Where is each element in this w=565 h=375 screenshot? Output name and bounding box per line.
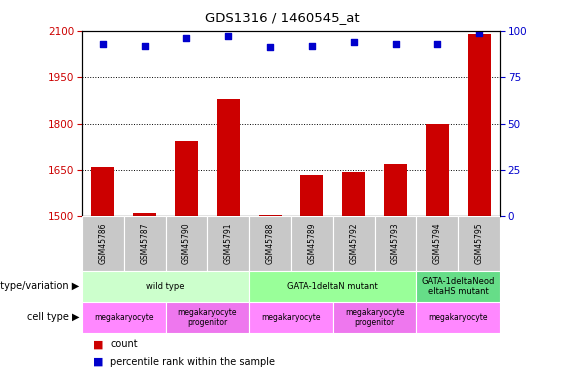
- Text: ■: ■: [93, 357, 104, 367]
- Text: ■: ■: [93, 339, 104, 349]
- Bar: [133, 213, 156, 216]
- Bar: [458, 216, 500, 271]
- Bar: [207, 216, 249, 271]
- Bar: [333, 302, 416, 333]
- Point: [182, 35, 191, 41]
- Bar: [416, 302, 500, 333]
- Text: count: count: [110, 339, 138, 349]
- Text: GSM45789: GSM45789: [307, 223, 316, 264]
- Bar: [416, 271, 500, 302]
- Text: GSM45792: GSM45792: [349, 223, 358, 264]
- Bar: [92, 167, 114, 216]
- Text: genotype/variation ▶: genotype/variation ▶: [0, 281, 79, 291]
- Text: GSM45793: GSM45793: [391, 223, 400, 264]
- Bar: [82, 302, 166, 333]
- Bar: [333, 216, 375, 271]
- Point: [224, 33, 233, 39]
- Text: GSM45795: GSM45795: [475, 223, 484, 264]
- Text: GSM45794: GSM45794: [433, 223, 442, 264]
- Bar: [342, 171, 365, 216]
- Text: GDS1316 / 1460545_at: GDS1316 / 1460545_at: [205, 11, 360, 24]
- Text: megakaryocyte: megakaryocyte: [261, 313, 321, 322]
- Bar: [301, 175, 323, 216]
- Point: [349, 39, 358, 45]
- Text: megakaryocyte: megakaryocyte: [428, 313, 488, 322]
- Bar: [124, 216, 166, 271]
- Bar: [166, 302, 249, 333]
- Bar: [249, 271, 416, 302]
- Text: megakaryocyte
progenitor: megakaryocyte progenitor: [177, 308, 237, 327]
- Bar: [468, 34, 490, 216]
- Point: [140, 43, 149, 49]
- Bar: [416, 216, 458, 271]
- Text: GSM45786: GSM45786: [98, 223, 107, 264]
- Text: GSM45787: GSM45787: [140, 223, 149, 264]
- Point: [475, 30, 484, 36]
- Point: [307, 43, 316, 49]
- Bar: [82, 216, 124, 271]
- Text: GSM45790: GSM45790: [182, 223, 191, 264]
- Bar: [259, 215, 281, 216]
- Bar: [175, 141, 198, 216]
- Point: [266, 45, 275, 51]
- Bar: [82, 271, 249, 302]
- Point: [433, 41, 442, 47]
- Text: cell type ▶: cell type ▶: [27, 312, 79, 322]
- Text: GSM45791: GSM45791: [224, 223, 233, 264]
- Bar: [249, 302, 333, 333]
- Bar: [217, 99, 240, 216]
- Point: [98, 41, 107, 47]
- Bar: [249, 216, 291, 271]
- Text: GATA-1deltaNeod
eltaHS mutant: GATA-1deltaNeod eltaHS mutant: [421, 277, 495, 296]
- Bar: [384, 164, 407, 216]
- Text: percentile rank within the sample: percentile rank within the sample: [110, 357, 275, 367]
- Text: GSM45788: GSM45788: [266, 223, 275, 264]
- Text: GATA-1deltaN mutant: GATA-1deltaN mutant: [288, 282, 378, 291]
- Bar: [291, 216, 333, 271]
- Point: [391, 41, 400, 47]
- Bar: [426, 123, 449, 216]
- Text: megakaryocyte: megakaryocyte: [94, 313, 154, 322]
- Text: wild type: wild type: [146, 282, 185, 291]
- Text: megakaryocyte
progenitor: megakaryocyte progenitor: [345, 308, 405, 327]
- Bar: [375, 216, 416, 271]
- Bar: [166, 216, 207, 271]
